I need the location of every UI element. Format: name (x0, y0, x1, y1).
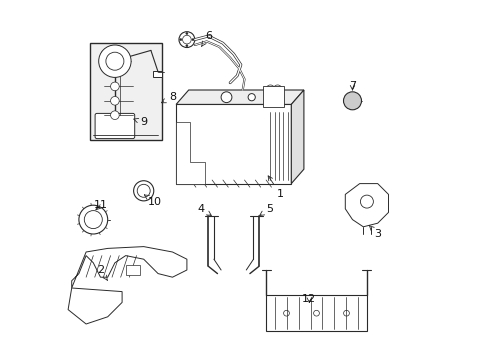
Text: 2: 2 (97, 265, 107, 280)
Polygon shape (176, 104, 291, 184)
Polygon shape (176, 122, 204, 184)
FancyBboxPatch shape (265, 295, 366, 331)
FancyBboxPatch shape (89, 43, 162, 140)
Circle shape (179, 39, 182, 41)
Polygon shape (68, 288, 122, 324)
Text: 9: 9 (134, 117, 147, 127)
Text: 11: 11 (93, 200, 107, 210)
Circle shape (221, 92, 231, 103)
Text: 1: 1 (267, 176, 284, 199)
FancyBboxPatch shape (262, 86, 284, 107)
Circle shape (185, 45, 187, 47)
Text: 3: 3 (368, 226, 381, 239)
Circle shape (110, 111, 119, 120)
Text: 5: 5 (259, 204, 273, 216)
FancyBboxPatch shape (95, 113, 134, 139)
Circle shape (343, 92, 361, 110)
Polygon shape (176, 90, 303, 104)
Circle shape (179, 32, 194, 48)
Text: 8: 8 (161, 92, 176, 103)
Polygon shape (345, 184, 387, 227)
FancyBboxPatch shape (152, 71, 162, 77)
Text: 12: 12 (302, 294, 316, 304)
Text: 6: 6 (201, 31, 212, 46)
Circle shape (99, 45, 131, 77)
Text: 4: 4 (197, 204, 211, 216)
Circle shape (110, 82, 119, 91)
Circle shape (185, 32, 187, 35)
Circle shape (192, 39, 194, 41)
Circle shape (79, 205, 107, 234)
Text: 7: 7 (348, 81, 355, 91)
Polygon shape (72, 247, 186, 288)
Circle shape (133, 181, 153, 201)
Circle shape (110, 96, 119, 105)
Circle shape (268, 93, 277, 102)
Text: 10: 10 (144, 195, 161, 207)
Circle shape (247, 94, 255, 101)
Polygon shape (291, 90, 303, 184)
FancyBboxPatch shape (125, 265, 140, 275)
